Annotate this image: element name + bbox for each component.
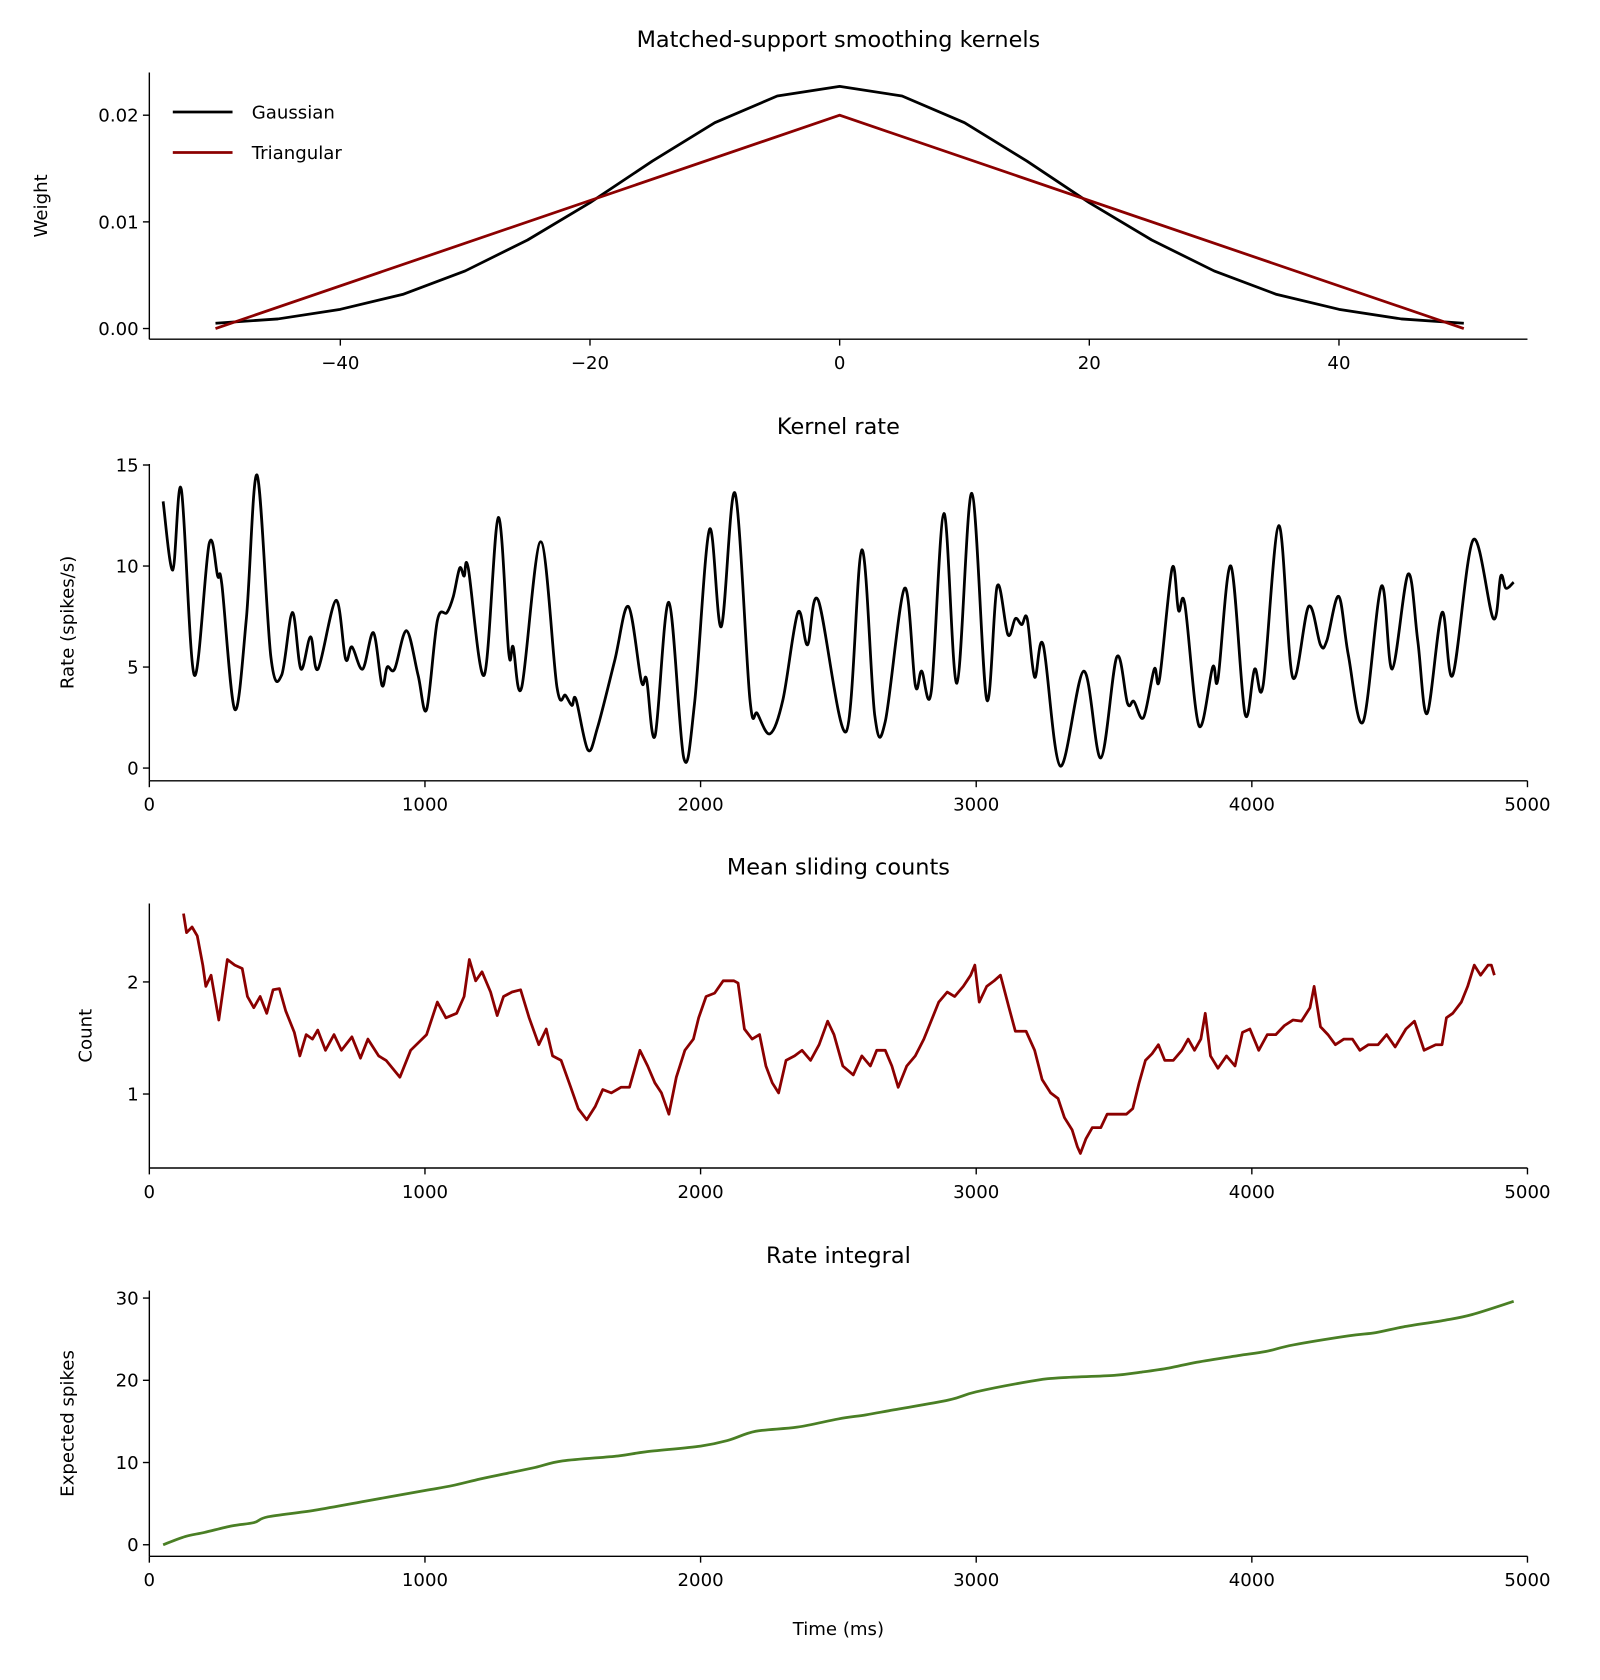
- y-tick-label: 0.00: [98, 319, 138, 340]
- series-line: [182, 913, 1496, 1155]
- x-tick-label: 0: [144, 1570, 156, 1591]
- series-line-gaussian: [215, 85, 1464, 325]
- x-tick-label: 2000: [678, 795, 724, 816]
- x-tick-label: 5000: [1504, 795, 1550, 816]
- x-tick-label: 0: [144, 1182, 156, 1203]
- y-tick-label: 0: [127, 758, 139, 779]
- subplot-2: Kernel rate Rate (spikes/s) 0 1000 2000 3000 4…: [58, 414, 1551, 816]
- x-tick-label: 4000: [1229, 1182, 1275, 1203]
- x-tick-label: 3000: [953, 1182, 999, 1203]
- x-tick-label: 0: [834, 353, 846, 374]
- y-tick-label: 5: [127, 657, 139, 678]
- y-tick-label: 10: [116, 1453, 139, 1474]
- subplot-1: Matched-support smoothing kernels Weight −…: [31, 27, 1528, 374]
- y-axis-label: Count: [76, 1009, 97, 1063]
- x-axis-label: Time (ms): [792, 1619, 884, 1640]
- chart-title: Rate integral: [766, 1243, 911, 1269]
- y-tick-label: 0.02: [98, 106, 138, 127]
- x-tick-label: 1000: [402, 795, 448, 816]
- x-tick-label: 4000: [1229, 795, 1275, 816]
- series-line-triangular: [215, 113, 1465, 330]
- x-tick-label: 2000: [678, 1182, 724, 1203]
- y-tick-label: 20: [116, 1371, 139, 1392]
- y-tick-label: 2: [127, 972, 139, 993]
- y-axis-label: Expected spikes: [58, 1350, 79, 1497]
- series-line: [161, 473, 1515, 768]
- x-tick-label: 40: [1327, 353, 1350, 374]
- x-tick-label: 3000: [953, 795, 999, 816]
- y-tick-label: 0.01: [98, 212, 138, 233]
- legend-label: Triangular: [251, 143, 343, 164]
- x-tick-label: 1000: [402, 1570, 448, 1591]
- x-tick-label: 4000: [1229, 1570, 1275, 1591]
- x-tick-label: −40: [321, 353, 359, 374]
- x-tick-label: 0: [144, 795, 156, 816]
- chart-title: Mean sliding counts: [727, 855, 950, 881]
- x-tick-label: 3000: [953, 1570, 999, 1591]
- x-tick-label: 20: [1078, 353, 1101, 374]
- legend-label: Gaussian: [252, 102, 335, 123]
- y-axis-label: Weight: [31, 174, 52, 237]
- x-tick-label: 1000: [402, 1182, 448, 1203]
- legend: Gaussian Triangular: [172, 102, 343, 164]
- y-tick-label: 15: [116, 455, 139, 476]
- chart-title: Kernel rate: [777, 414, 900, 440]
- subplot-4: Rate integral Expected spikes Time (ms) 0 10…: [58, 1243, 1551, 1640]
- subplot-3: Mean sliding counts Count 0 1000 2000 3000 400…: [76, 855, 1551, 1203]
- chart-title: Matched-support smoothing kernels: [637, 27, 1041, 53]
- x-tick-label: 5000: [1504, 1182, 1550, 1203]
- y-tick-label: 0: [127, 1535, 139, 1556]
- x-tick-label: 2000: [678, 1570, 724, 1591]
- y-axis-label: Rate (spikes/s): [58, 556, 79, 689]
- y-tick-label: 1: [127, 1084, 139, 1105]
- y-tick-label: 10: [116, 556, 139, 577]
- series-line: [162, 1300, 1515, 1547]
- y-tick-label: 30: [116, 1288, 139, 1309]
- x-tick-label: −20: [571, 353, 609, 374]
- x-tick-label: 5000: [1504, 1570, 1550, 1591]
